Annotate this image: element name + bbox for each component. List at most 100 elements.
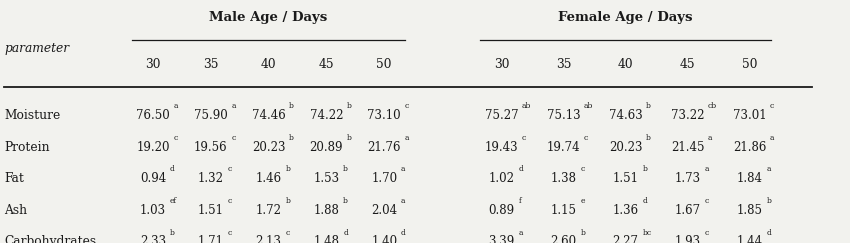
Text: 30: 30 bbox=[494, 58, 509, 71]
Text: c: c bbox=[522, 134, 526, 142]
Text: e: e bbox=[581, 197, 585, 205]
Text: 50: 50 bbox=[742, 58, 757, 71]
Text: 1.32: 1.32 bbox=[198, 172, 224, 185]
Text: ab: ab bbox=[584, 102, 593, 110]
Text: 1.72: 1.72 bbox=[256, 204, 281, 217]
Text: 0.89: 0.89 bbox=[489, 204, 514, 217]
Text: 1.67: 1.67 bbox=[675, 204, 700, 217]
Text: 76.50: 76.50 bbox=[136, 109, 170, 122]
Text: 21.86: 21.86 bbox=[733, 140, 767, 154]
Text: 35: 35 bbox=[203, 58, 218, 71]
Text: ef: ef bbox=[170, 197, 177, 205]
Text: 75.90: 75.90 bbox=[194, 109, 228, 122]
Text: Ash: Ash bbox=[4, 204, 27, 217]
Text: 1.93: 1.93 bbox=[675, 235, 700, 243]
Text: 1.36: 1.36 bbox=[613, 204, 638, 217]
Text: b: b bbox=[347, 134, 352, 142]
Text: 1.51: 1.51 bbox=[198, 204, 224, 217]
Text: Moisture: Moisture bbox=[4, 109, 60, 122]
Text: 1.46: 1.46 bbox=[256, 172, 281, 185]
Text: a: a bbox=[401, 197, 405, 205]
Text: b: b bbox=[643, 165, 648, 173]
Text: a: a bbox=[770, 134, 774, 142]
Text: 74.22: 74.22 bbox=[309, 109, 343, 122]
Text: 40: 40 bbox=[618, 58, 633, 71]
Text: 2.04: 2.04 bbox=[371, 204, 397, 217]
Text: 2.33: 2.33 bbox=[140, 235, 166, 243]
Text: 73.01: 73.01 bbox=[733, 109, 767, 122]
Text: 2.13: 2.13 bbox=[256, 235, 281, 243]
Text: a: a bbox=[705, 165, 709, 173]
Text: cb: cb bbox=[708, 102, 717, 110]
Text: 75.27: 75.27 bbox=[484, 109, 518, 122]
Text: b: b bbox=[646, 102, 651, 110]
Text: b: b bbox=[767, 197, 772, 205]
Text: b: b bbox=[646, 134, 651, 142]
Text: b: b bbox=[170, 229, 175, 236]
Text: 45: 45 bbox=[319, 58, 334, 71]
Text: d: d bbox=[767, 229, 772, 236]
Text: 75.13: 75.13 bbox=[547, 109, 581, 122]
Text: 74.46: 74.46 bbox=[252, 109, 286, 122]
Text: a: a bbox=[405, 134, 409, 142]
Text: b: b bbox=[343, 197, 348, 205]
Text: 1.71: 1.71 bbox=[198, 235, 224, 243]
Text: b: b bbox=[581, 229, 586, 236]
Text: 19.74: 19.74 bbox=[547, 140, 581, 154]
Text: 50: 50 bbox=[377, 58, 392, 71]
Text: 30: 30 bbox=[145, 58, 161, 71]
Text: d: d bbox=[343, 229, 348, 236]
Text: b: b bbox=[343, 165, 348, 173]
Text: 1.48: 1.48 bbox=[314, 235, 339, 243]
Text: c: c bbox=[286, 229, 290, 236]
Text: c: c bbox=[228, 197, 232, 205]
Text: b: b bbox=[289, 102, 294, 110]
Text: 19.20: 19.20 bbox=[136, 140, 170, 154]
Text: 0.94: 0.94 bbox=[140, 172, 166, 185]
Text: 1.88: 1.88 bbox=[314, 204, 339, 217]
Text: c: c bbox=[770, 102, 774, 110]
Text: 73.10: 73.10 bbox=[367, 109, 401, 122]
Text: a: a bbox=[173, 102, 178, 110]
Text: 1.73: 1.73 bbox=[675, 172, 700, 185]
Text: d: d bbox=[170, 165, 175, 173]
Text: f: f bbox=[518, 197, 521, 205]
Text: a: a bbox=[708, 134, 712, 142]
Text: Protein: Protein bbox=[4, 140, 50, 154]
Text: 1.15: 1.15 bbox=[551, 204, 576, 217]
Text: 40: 40 bbox=[261, 58, 276, 71]
Text: ab: ab bbox=[522, 102, 531, 110]
Text: b: b bbox=[289, 134, 294, 142]
Text: 1.40: 1.40 bbox=[371, 235, 397, 243]
Text: 45: 45 bbox=[680, 58, 695, 71]
Text: 21.45: 21.45 bbox=[671, 140, 705, 154]
Text: 3.39: 3.39 bbox=[489, 235, 514, 243]
Text: 2.60: 2.60 bbox=[551, 235, 576, 243]
Text: 73.22: 73.22 bbox=[671, 109, 705, 122]
Text: a: a bbox=[767, 165, 771, 173]
Text: Carbohydrates: Carbohydrates bbox=[4, 235, 96, 243]
Text: c: c bbox=[705, 229, 709, 236]
Text: c: c bbox=[228, 229, 232, 236]
Text: 19.56: 19.56 bbox=[194, 140, 228, 154]
Text: 20.23: 20.23 bbox=[252, 140, 286, 154]
Text: d: d bbox=[643, 197, 648, 205]
Text: 1.38: 1.38 bbox=[551, 172, 576, 185]
Text: 20.89: 20.89 bbox=[309, 140, 343, 154]
Text: 1.03: 1.03 bbox=[140, 204, 166, 217]
Text: c: c bbox=[228, 165, 232, 173]
Text: c: c bbox=[405, 102, 409, 110]
Text: 2.27: 2.27 bbox=[613, 235, 638, 243]
Text: 1.84: 1.84 bbox=[737, 172, 762, 185]
Text: a: a bbox=[401, 165, 405, 173]
Text: 1.51: 1.51 bbox=[613, 172, 638, 185]
Text: a: a bbox=[518, 229, 523, 236]
Text: parameter: parameter bbox=[4, 42, 70, 55]
Text: b: b bbox=[286, 197, 291, 205]
Text: 1.85: 1.85 bbox=[737, 204, 762, 217]
Text: c: c bbox=[231, 134, 235, 142]
Text: b: b bbox=[286, 165, 291, 173]
Text: Female Age / Days: Female Age / Days bbox=[558, 11, 693, 24]
Text: 1.02: 1.02 bbox=[489, 172, 514, 185]
Text: c: c bbox=[584, 134, 588, 142]
